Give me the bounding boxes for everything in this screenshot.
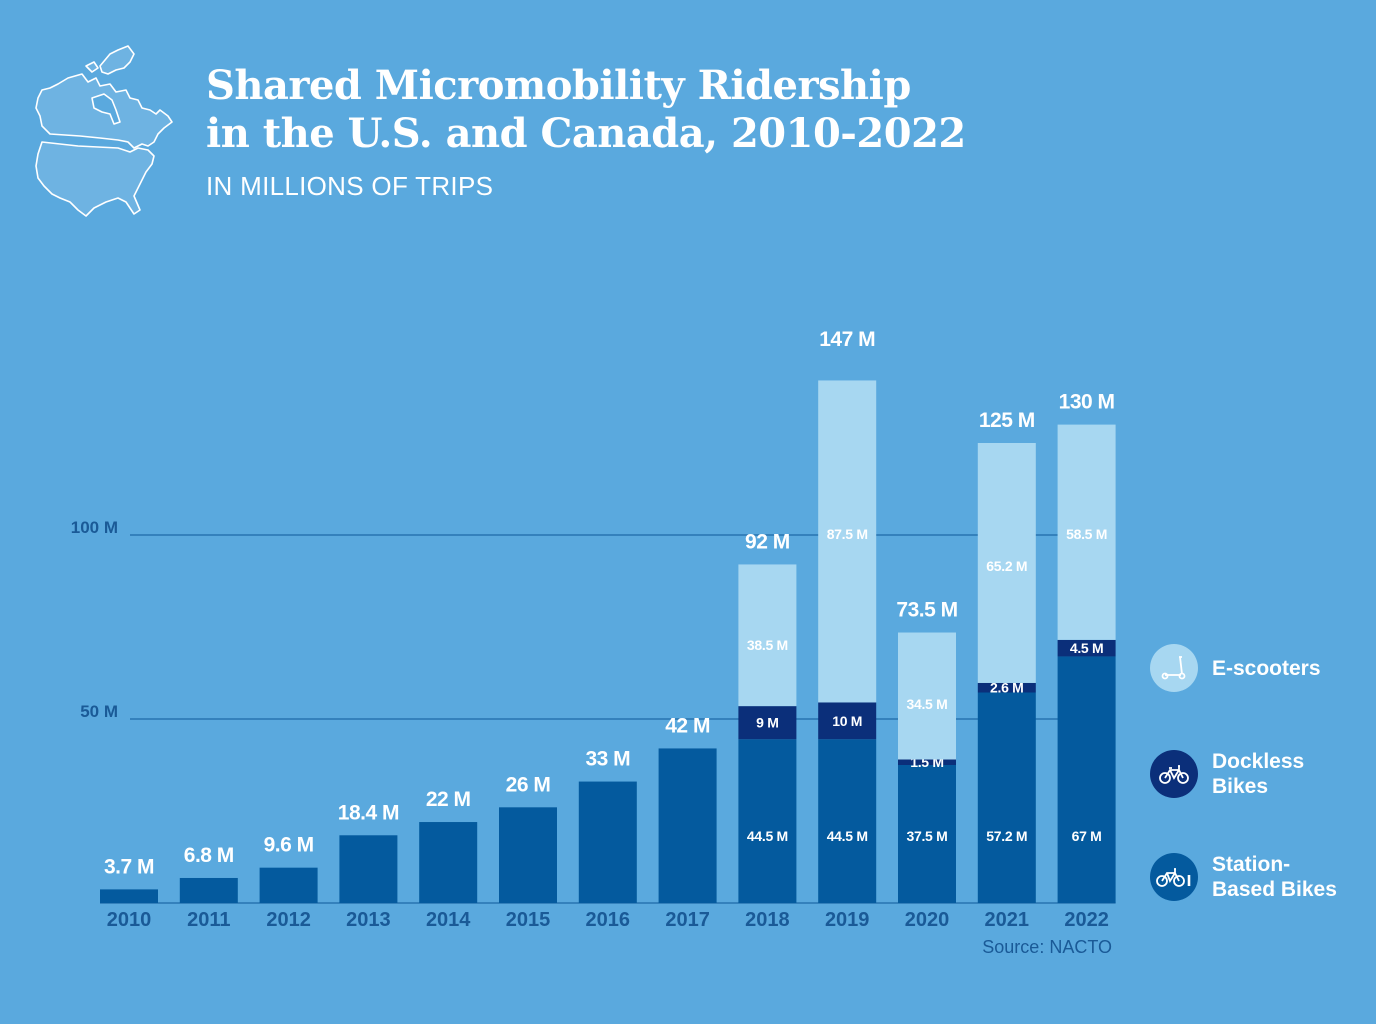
legend-item-dockless: Dockless Bikes [1150, 749, 1370, 799]
segment-value-label: 44.5 M [827, 828, 868, 844]
bar-segment-dockless [898, 759, 956, 765]
bar-total-label: 147 M [819, 328, 875, 351]
bar-total-label: 3.7 M [104, 855, 154, 878]
segment-value-label: 44.5 M [747, 828, 788, 844]
segment-value-label: 57.2 M [986, 828, 1027, 844]
scooter-icon [1150, 644, 1198, 692]
bar-total-label: 6.8 M [184, 844, 234, 867]
bar-segment-escooter [818, 380, 877, 703]
source-note: Source: NACTO [982, 937, 1112, 957]
bar-total-label: 33 M [585, 748, 630, 771]
segment-value-label: 10 M [832, 713, 862, 729]
bar-total-label: 22 M [426, 788, 471, 811]
bar-segment-station-based [499, 807, 557, 903]
bar-segment-station-based [658, 748, 717, 903]
x-tick-label: 2016 [586, 909, 631, 931]
x-tick-label: 2011 [187, 909, 230, 931]
bar-segment-station-based [738, 739, 797, 903]
x-tick-label: 2014 [426, 909, 471, 931]
bar-segment-station-based [419, 822, 478, 903]
x-tick-label: 2015 [506, 909, 551, 931]
bar-segment-station-based [179, 877, 238, 903]
segment-value-label: 58.5 M [1066, 526, 1107, 542]
bar-segment-station-based [818, 739, 877, 903]
bar-total-label: 18.4 M [338, 801, 399, 824]
segment-value-label: 4.5 M [1070, 640, 1104, 656]
bicycle-icon [1150, 750, 1198, 798]
bar-total-label: 9.6 M [264, 834, 314, 857]
bar-segment-dockless [818, 702, 877, 740]
x-tick-label: 2018 [745, 909, 790, 931]
north-america-map-icon [35, 45, 173, 217]
bar-segment-station-based [339, 835, 398, 903]
legend-item-escooter: E-scooters [1150, 644, 1370, 692]
bar-segment-station-based [259, 867, 318, 903]
segment-value-label: 67 M [1072, 828, 1102, 844]
bar-segment-station-based [898, 765, 956, 903]
y-tick-label: 50 M [80, 702, 118, 721]
legend-label-station-based: Station- Based Bikes [1212, 853, 1337, 901]
bar-total-label: 42 M [665, 714, 710, 737]
x-tick-label: 2019 [825, 909, 870, 931]
bar-segment-station-based [100, 889, 158, 903]
segment-value-label: 2.6 M [990, 680, 1024, 696]
bar-segment-escooter [738, 564, 797, 707]
chart-title: Shared Micromobility Ridership in the U.… [206, 62, 966, 158]
x-tick-label: 2017 [665, 909, 710, 931]
legend-label-dockless: Dockless Bikes [1212, 750, 1305, 798]
bar-total-label: 73.5 M [896, 599, 957, 622]
x-tick-label: 2010 [107, 909, 152, 931]
x-tick-label: 2022 [1064, 909, 1109, 931]
segment-value-label: 34.5 M [907, 696, 948, 712]
bar-segment-station-based [977, 692, 1036, 903]
x-tick-label: 2013 [346, 909, 391, 931]
title-line-2: in the U.S. and Canada, 2010-2022 [206, 110, 966, 157]
segment-value-label: 38.5 M [747, 637, 788, 653]
docked-bicycle-icon [1150, 853, 1198, 901]
legend-item-station-based: Station- Based Bikes [1150, 852, 1370, 902]
bar-total-label: 125 M [979, 409, 1035, 432]
x-tick-label: 2012 [266, 909, 311, 931]
bar-segment-station-based [1057, 656, 1116, 903]
legend-label-escooter: E-scooters [1212, 656, 1321, 680]
segment-value-label: 87.5 M [827, 526, 868, 542]
y-tick-label: 100 M [71, 518, 118, 537]
bar-segment-dockless [1057, 639, 1116, 657]
bar-total-label: 130 M [1059, 391, 1115, 414]
x-tick-label: 2021 [985, 909, 1030, 931]
bar-segment-escooter [898, 632, 956, 760]
segment-value-label: 9 M [756, 715, 778, 731]
bar-segment-station-based [578, 781, 637, 903]
bar-total-label: 26 M [506, 773, 551, 796]
bar-segment-escooter [1057, 424, 1116, 640]
segment-value-label: 37.5 M [907, 828, 948, 844]
bar-segment-dockless [738, 706, 797, 740]
title-line-1: Shared Micromobility Ridership [206, 62, 911, 109]
bar-segment-escooter [977, 443, 1036, 683]
chart-subtitle: IN MILLIONS OF TRIPS [206, 171, 494, 201]
bar-segment-dockless [977, 682, 1036, 693]
x-tick-label: 2020 [905, 909, 950, 931]
bar-total-label: 92 M [745, 530, 790, 553]
segment-value-label: 65.2 M [986, 558, 1027, 574]
